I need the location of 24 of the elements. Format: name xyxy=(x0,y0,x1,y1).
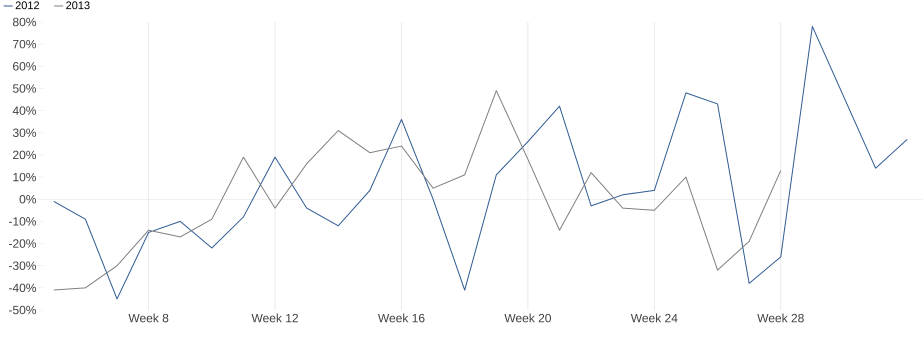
y-tick-label: 30% xyxy=(12,128,36,138)
y-tick-label: -50% xyxy=(8,306,36,314)
y-tick-label: 10% xyxy=(13,172,36,182)
x-tick-label: Week 8 xyxy=(128,314,168,322)
line-series xyxy=(53,26,908,300)
y-tick-label: -30% xyxy=(8,261,36,270)
x-tick-label: Week 28 xyxy=(757,314,804,322)
line-series xyxy=(53,90,782,291)
x-tick-label: Week 20 xyxy=(504,314,552,322)
x-tick-label: Week 16 xyxy=(378,314,425,322)
y-tick-label: 40% xyxy=(12,106,36,115)
x-tick-label: Week 12 xyxy=(252,314,298,322)
legend-label: 2013 xyxy=(66,1,90,10)
y-tick-label: -40% xyxy=(8,284,36,292)
y-tick-label: -10% xyxy=(8,217,36,226)
y-tick-label: -20% xyxy=(8,239,36,248)
y-tick-label: 0% xyxy=(20,194,36,204)
y-tick-label: 70% xyxy=(13,40,36,48)
y-tick-label: 50% xyxy=(12,84,36,93)
y-tick-label: 20% xyxy=(13,150,36,160)
y-tick-label: 60% xyxy=(13,62,36,71)
y-tick-label: 80% xyxy=(12,18,36,26)
x-tick-label: Week 24 xyxy=(630,314,678,322)
legend-label: 2012 xyxy=(16,1,40,10)
